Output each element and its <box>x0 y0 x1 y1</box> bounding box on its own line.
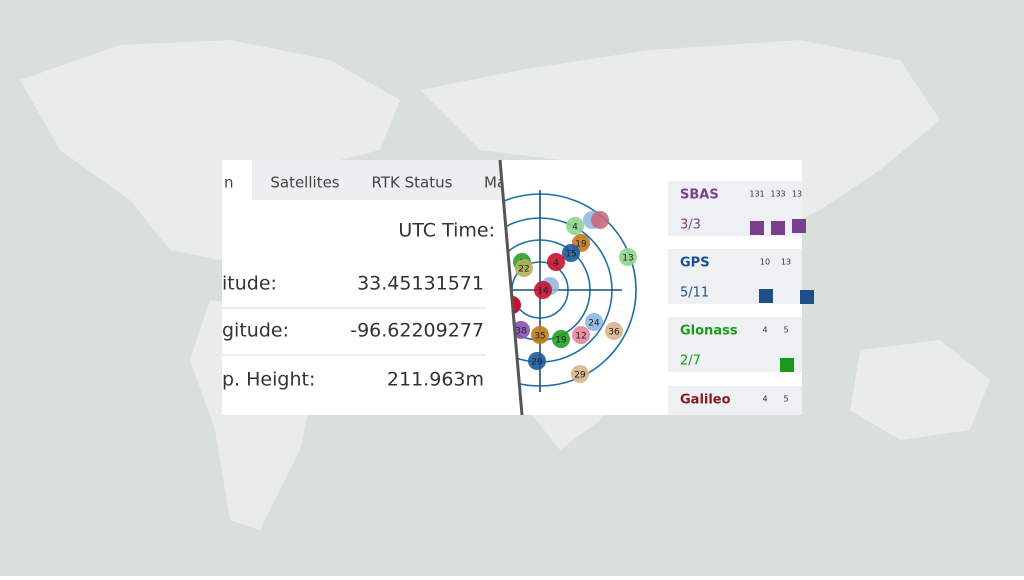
constellation-count: 5/11 <box>680 286 709 301</box>
constellation-name: SBAS <box>680 188 719 203</box>
satellite-label: 13 <box>622 254 633 264</box>
utc-label: UTC Time: <box>398 220 495 242</box>
satellite-label: 4 <box>572 223 578 233</box>
signal-bar <box>759 289 773 303</box>
field-value: 33.45131571 <box>357 273 484 295</box>
satellite-id: 13 <box>792 190 802 199</box>
field-label: p. Height: <box>222 369 315 391</box>
satellite <box>619 248 637 266</box>
satellite-label: 29 <box>531 358 543 368</box>
satellite-id: 5 <box>783 395 788 404</box>
satellite-id: 133 <box>770 190 785 199</box>
satellite-label: 22 <box>518 265 529 275</box>
constellation-name: Glonass <box>680 324 738 339</box>
satellite-label: 19 <box>555 336 567 346</box>
satellite <box>585 313 603 331</box>
satellite-id: 10 <box>760 258 770 267</box>
constellation-name: Galileo <box>680 393 731 408</box>
satellite <box>562 244 580 262</box>
satellite-label: 4 <box>553 259 559 269</box>
satellite <box>552 330 570 348</box>
active-tab[interactable] <box>222 160 252 200</box>
satellite-label: 12 <box>575 332 586 342</box>
satellite <box>515 259 533 277</box>
satellite-id: 4 <box>762 326 767 335</box>
signal-bar <box>792 219 806 233</box>
divider <box>498 159 524 416</box>
satellite <box>547 253 565 271</box>
satellite <box>571 365 589 383</box>
field-value: -96.62209277 <box>350 320 484 342</box>
constellation-count: 2/7 <box>680 354 701 369</box>
satellite-id: 4 <box>762 395 767 404</box>
signal-bar <box>780 358 794 372</box>
satellite <box>591 211 609 229</box>
field-label: itude: <box>222 273 277 295</box>
satellite-label: 36 <box>608 328 620 338</box>
satellite-label: 19 <box>575 240 587 250</box>
satellite <box>605 322 623 340</box>
satellite <box>531 326 549 344</box>
satellite-id: 131 <box>749 190 764 199</box>
tab-label: Satellites <box>270 174 339 192</box>
position-panel: n Satellites RTK Status Ma UTC Time: itude:… <box>222 160 522 391</box>
field-value: 211.963m <box>387 369 484 391</box>
satellite-label: 15 <box>565 250 576 260</box>
satellite-label: 14 <box>537 287 549 297</box>
satellite <box>534 281 552 299</box>
constellation-box <box>668 386 802 415</box>
satellite-label: 29 <box>574 371 586 381</box>
constellation-box <box>668 249 802 304</box>
satellite-id: 13 <box>781 258 791 267</box>
satellite <box>528 352 546 370</box>
signal-bar <box>771 221 785 235</box>
satellite <box>566 217 584 235</box>
constellation-name: GPS <box>680 256 710 271</box>
satellite <box>572 326 590 344</box>
field-label: gitude: <box>222 320 289 342</box>
satellite-label: 38 <box>515 327 527 337</box>
satellite-id: 5 <box>783 326 788 335</box>
signal-bar <box>750 221 764 235</box>
tab-label: RTK Status <box>372 174 453 192</box>
satellite-label: 24 <box>588 319 600 329</box>
tab-bar <box>222 160 522 200</box>
tab-label: n <box>224 174 234 192</box>
constellation-box <box>668 317 802 372</box>
constellation-count: 3/3 <box>680 218 701 233</box>
signal-bar <box>800 290 814 304</box>
satellite-label: 35 <box>534 332 545 342</box>
